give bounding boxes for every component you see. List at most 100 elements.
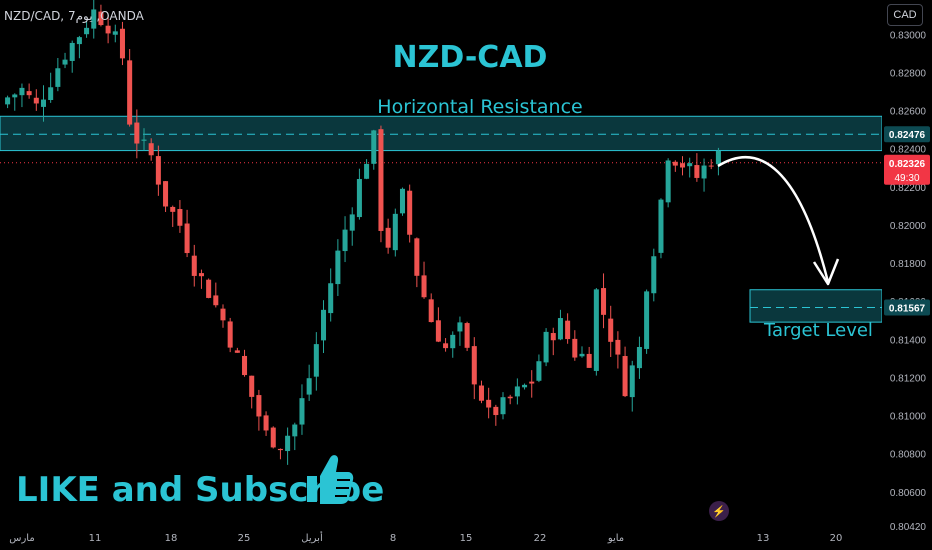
candle-body — [644, 291, 650, 349]
candle-body — [565, 320, 571, 340]
candle — [543, 328, 549, 367]
candle — [486, 387, 492, 419]
candle-body — [76, 37, 82, 45]
x-axis: مارس 11 18 25 أبريل 8 15 22 مايو 13 20 — [9, 531, 842, 544]
candle-body — [299, 398, 305, 425]
candle-body — [557, 318, 563, 340]
candle — [550, 327, 556, 356]
candle — [76, 35, 82, 59]
candle — [285, 427, 291, 465]
candle-body — [306, 378, 312, 395]
candle — [127, 49, 133, 127]
y-tick-label: 0.82400 — [890, 145, 927, 156]
y-tick-label: 0.82800 — [890, 68, 927, 79]
candle-body — [227, 321, 233, 348]
chart-title: NZD-CAD — [392, 40, 548, 75]
candle-body — [550, 333, 556, 341]
resistance-price-tag-bg — [884, 126, 930, 143]
candle — [687, 157, 693, 178]
candle-body — [708, 165, 714, 167]
candle-body — [234, 350, 240, 353]
candle — [679, 156, 686, 176]
candle — [435, 307, 441, 343]
candle-body — [694, 165, 700, 178]
candle-body — [615, 339, 621, 355]
candle-body — [715, 150, 721, 165]
candle-body — [428, 299, 434, 323]
candle-body — [177, 209, 183, 226]
candle-body — [450, 334, 456, 349]
candle-body — [421, 275, 427, 298]
candle — [234, 347, 240, 353]
zones-layer — [0, 115, 883, 323]
x-tick-label: 15 — [460, 533, 473, 544]
candle — [514, 378, 520, 405]
y-tick-label: 0.80420 — [890, 522, 927, 533]
candle-body — [658, 199, 664, 253]
candle-body — [364, 163, 370, 179]
candle-body — [328, 283, 334, 314]
candle-body — [622, 356, 628, 397]
candle — [98, 4, 104, 27]
candle — [277, 448, 283, 460]
candle — [450, 331, 456, 358]
candle — [371, 129, 377, 170]
candle — [55, 58, 61, 92]
candle — [464, 321, 470, 352]
candle-body — [601, 288, 607, 315]
candle-body — [155, 156, 161, 185]
candle-body — [636, 347, 642, 369]
thumbs-up-icon — [307, 455, 354, 504]
y-tick-label: 0.83000 — [890, 30, 927, 41]
candle-body — [399, 188, 406, 214]
candle — [26, 83, 32, 99]
candle-body — [163, 181, 169, 207]
y-tick-label: 0.80600 — [890, 488, 927, 499]
candle — [651, 248, 657, 302]
candle-body — [665, 160, 671, 203]
candle — [378, 125, 384, 243]
candle — [256, 389, 262, 431]
countdown-label: 49:30 — [894, 173, 919, 184]
candle-body — [507, 396, 513, 399]
candle — [249, 375, 255, 409]
target-price-tag-bg — [884, 299, 930, 316]
candle — [701, 158, 707, 192]
candle — [191, 244, 197, 287]
candle-body — [356, 179, 362, 218]
symbol-info[interactable]: NZD/CAD, 7يوم ,OANDA — [4, 9, 144, 23]
candle — [672, 160, 678, 172]
candle — [163, 181, 169, 212]
y-tick-label: 0.82600 — [890, 107, 927, 118]
candle — [622, 346, 628, 398]
candle-body — [220, 308, 226, 321]
candle — [105, 15, 111, 44]
candle-body — [98, 11, 104, 26]
candle-body — [529, 381, 535, 384]
arrow-head — [812, 258, 840, 286]
candle-body — [536, 361, 542, 381]
x-tick-label: 18 — [165, 533, 178, 544]
candle — [644, 289, 650, 354]
candle-body — [105, 25, 111, 34]
y-tick-label: 0.81000 — [890, 412, 927, 423]
candle-body — [493, 406, 499, 416]
candle-body — [378, 129, 384, 231]
candle-body — [500, 397, 506, 415]
candle — [694, 153, 700, 182]
candle-body — [55, 68, 61, 87]
target-zone — [749, 289, 883, 323]
candle — [5, 95, 11, 109]
candle-body — [586, 353, 592, 368]
current-price-tag-bg — [884, 154, 930, 185]
candle — [414, 237, 420, 288]
currency-button[interactable]: CAD — [887, 4, 923, 26]
candle-body — [342, 229, 348, 252]
lightning-icon[interactable]: ⚡ — [709, 501, 729, 521]
candle-body — [119, 28, 125, 59]
candle — [220, 304, 226, 328]
resistance-price-tag: 0.82476 — [889, 130, 926, 141]
candle — [335, 239, 341, 297]
candle-body — [170, 206, 176, 212]
